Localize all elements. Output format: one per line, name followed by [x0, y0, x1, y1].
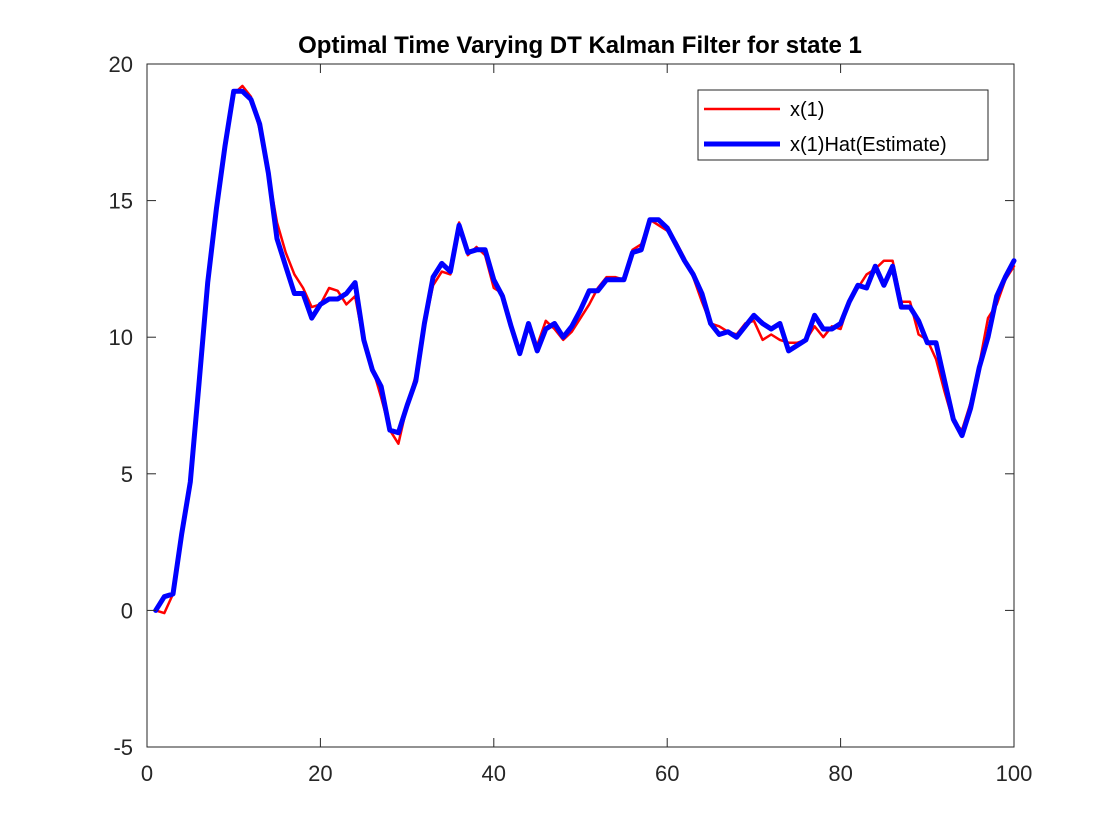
y-tick-label: 20 — [109, 52, 133, 77]
axes-frame — [146, 63, 1015, 748]
legend-box — [697, 89, 989, 161]
x-axis: 0 20 40 60 80 100 — [141, 64, 1032, 786]
x-tick-label: 20 — [308, 761, 332, 786]
legend-label-x1-hat: x(1)Hat(Estimate) — [790, 134, 947, 156]
plot-area — [146, 63, 1017, 748]
series-line-x1-hat — [153, 88, 1017, 613]
legend-label-x1: x(1) — [790, 99, 824, 121]
y-tick-label: -5 — [113, 735, 133, 760]
x-tick-label: 100 — [996, 761, 1033, 786]
y-tick-label: 15 — [109, 189, 133, 214]
chart-title: Optimal Time Varying DT Kalman Filter fo… — [298, 32, 862, 59]
x-tick-label: 80 — [828, 761, 852, 786]
series-layer — [153, 84, 1017, 615]
x-tick-label: 40 — [482, 761, 506, 786]
y-axis: -5 0 5 10 15 20 — [109, 52, 1014, 760]
x-tick-label: 60 — [655, 761, 679, 786]
x-tick-label: 0 — [141, 761, 153, 786]
legend: x(1) x(1)Hat(Estimate) — [697, 89, 989, 161]
y-tick-label: 5 — [121, 462, 133, 487]
y-tick-label: 10 — [109, 325, 133, 350]
y-tick-label: 0 — [121, 598, 133, 623]
